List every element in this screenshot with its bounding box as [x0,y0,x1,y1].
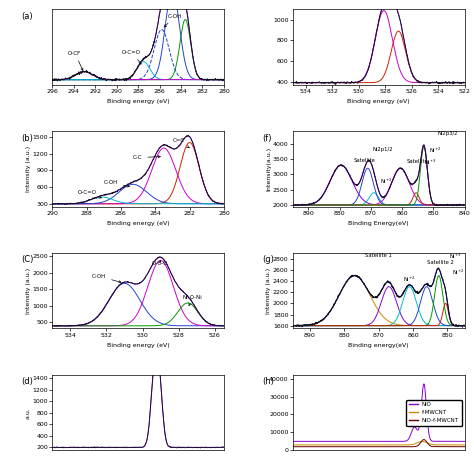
Text: C-C: C-C [133,155,160,160]
NiO-f-MWCNT [290,444,296,449]
f-MWCNT [383,442,389,448]
X-axis label: Binding energy (eV): Binding energy (eV) [107,343,169,348]
Y-axis label: Intensity (a.u.): Intensity (a.u.) [26,146,31,192]
NiO [383,438,389,444]
Text: Ni2p3/2: Ni2p3/2 [438,131,458,137]
Text: (f): (f) [262,134,271,143]
NiO-f-MWCNT [462,444,467,449]
NiO [417,418,423,424]
Text: Ni$^{+2}$: Ni$^{+2}$ [453,267,465,277]
Legend: NiO, f-MWCNT, NiO-f-MWCNT: NiO, f-MWCNT, NiO-f-MWCNT [406,400,462,426]
f-MWCNT [346,442,352,448]
NiO [346,438,352,444]
X-axis label: Binding Energy(eV): Binding Energy(eV) [348,221,409,226]
Y-axis label: Intensity (a.u.): Intensity (a.u.) [26,268,31,314]
NiO [421,381,427,387]
Y-axis label: a.u.: a.u. [26,407,31,419]
Text: (b): (b) [21,134,33,143]
Text: (C): (C) [21,255,34,264]
f-MWCNT [431,442,437,447]
Line: NiO-f-MWCNT: NiO-f-MWCNT [293,439,465,447]
Text: (g): (g) [262,255,273,264]
Line: f-MWCNT: f-MWCNT [293,441,465,445]
Text: (d): (d) [21,377,33,386]
NiO-f-MWCNT [346,444,352,449]
Text: Ni$^{+3}$: Ni$^{+3}$ [449,252,462,261]
Text: Satellite: Satellite [407,159,428,164]
Text: (h): (h) [262,377,273,386]
X-axis label: Binding energy (eV): Binding energy (eV) [107,221,169,226]
Text: Ni$^{+2}$: Ni$^{+2}$ [403,275,415,284]
Text: (a): (a) [21,12,33,21]
X-axis label: Binding energy (eV): Binding energy (eV) [347,100,410,104]
NiO [431,438,437,444]
Text: Satellite 1: Satellite 1 [365,253,392,258]
Text: C-OH: C-OH [104,180,129,187]
Text: Ni$^{+3}$: Ni$^{+3}$ [424,158,437,167]
Text: Ni$^{+2}$: Ni$^{+2}$ [380,176,392,186]
Text: C-OH: C-OH [92,274,121,283]
Line: NiO: NiO [293,384,465,441]
NiO-f-MWCNT [360,444,366,449]
NiO-f-MWCNT [383,444,389,449]
NiO [332,438,337,444]
Text: O-C-O: O-C-O [152,261,168,265]
X-axis label: Binding energy (eV): Binding energy (eV) [107,100,169,104]
Text: O-CF: O-CF [68,51,83,71]
Y-axis label: Intensity(a.u.): Intensity(a.u.) [266,147,272,191]
f-MWCNT [290,442,296,448]
Text: C-OH: C-OH [164,13,182,27]
NiO [462,438,467,444]
Text: O-C=O: O-C=O [122,50,141,64]
NiO [290,438,296,444]
Text: Satellite: Satellite [354,158,375,163]
Text: Ni2p1/2: Ni2p1/2 [373,147,393,152]
Text: Satellite 2: Satellite 2 [427,260,454,265]
Y-axis label: Intensity (a.u.): Intensity (a.u.) [266,268,272,314]
X-axis label: Binding energy(eV): Binding energy(eV) [348,343,409,348]
Text: Ni$^{+2}$: Ni$^{+2}$ [428,146,441,155]
NiO-f-MWCNT [421,437,427,442]
NiO-f-MWCNT [332,444,337,449]
NiO-f-MWCNT [431,444,437,449]
Text: Ni-O-Ni: Ni-O-Ni [182,295,202,306]
f-MWCNT [419,438,425,444]
f-MWCNT [462,442,467,448]
f-MWCNT [332,442,337,448]
NiO-f-MWCNT [417,440,423,446]
Text: O-C=O: O-C=O [78,190,101,198]
Text: C=C: C=C [173,138,189,148]
f-MWCNT [360,442,366,448]
f-MWCNT [417,439,423,445]
NiO [360,438,366,444]
